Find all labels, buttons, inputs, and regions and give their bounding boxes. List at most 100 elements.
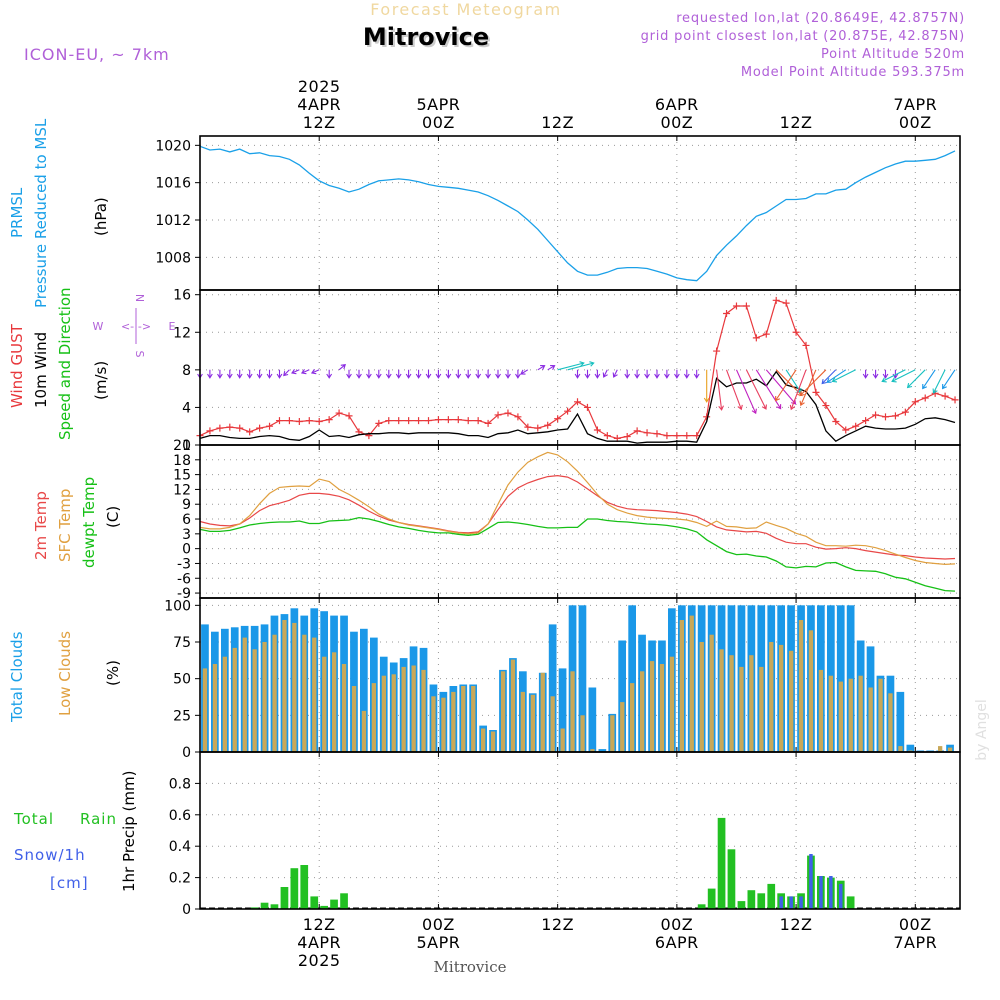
y-tick-label: 100: [164, 598, 191, 614]
gust-marker: [891, 412, 899, 420]
low-cloud-bar: [769, 642, 774, 752]
y-tick-label: 12: [173, 482, 191, 498]
low-cloud-bar: [471, 686, 476, 752]
precip-unit: 1hr Precip (mm): [120, 771, 138, 892]
y-tick-label: 0.6: [169, 808, 191, 824]
y-tick-label: 18: [173, 453, 191, 469]
total-cloud-bar: [836, 605, 845, 752]
pressure-panel: 1008 1012 1016 1020: [155, 135, 961, 291]
y-tick-label: 1016: [155, 176, 191, 192]
wind-direction-arrow: [775, 369, 797, 402]
gust-marker: [454, 416, 462, 424]
y-tick-label: 0.4: [169, 839, 191, 855]
wind-direction-arrow: [435, 369, 442, 379]
rain-bar: [757, 893, 766, 909]
wind-direction-arrow: [703, 369, 710, 403]
gust-marker: [415, 417, 423, 425]
gust-line: [199, 299, 956, 440]
low-cloud-bar: [500, 671, 506, 752]
wind-direction-arrow: [654, 369, 660, 379]
low-cloud-bar: [798, 620, 804, 752]
bottom-time-label: 12Z: [303, 915, 336, 934]
low-cloud-bar: [272, 634, 277, 752]
y-tick-label: 1020: [155, 138, 191, 154]
panel-frame: [199, 751, 961, 910]
total-cloud-bar: [846, 605, 855, 752]
y-tick-label: 6: [182, 512, 191, 528]
gust-marker: [742, 302, 750, 310]
bottom-time-label: 6APR: [655, 933, 699, 952]
low-cloud-bar: [699, 642, 704, 752]
panel-frame: [199, 444, 961, 599]
compass-north: N: [133, 294, 146, 302]
precip-panel: 0 0.2 0.4 0.6 0.8: [169, 751, 961, 918]
panel-frame: [199, 135, 961, 291]
low-cloud-bar: [779, 644, 784, 752]
low-cloud-bar: [888, 693, 893, 752]
rain-bar: [290, 868, 299, 909]
total-cloud-bar: [598, 749, 607, 752]
y-tick-label: 12: [173, 325, 191, 341]
gust-marker: [256, 424, 264, 432]
gust-marker: [951, 396, 959, 404]
gust-marker: [246, 428, 254, 436]
low-cloud-bar: [371, 683, 376, 752]
gust-marker: [921, 394, 929, 402]
gust-marker: [832, 418, 840, 426]
wind-direction-arrow: [634, 369, 640, 379]
rain-bar: [727, 849, 736, 909]
snow-bar: [779, 896, 783, 909]
rain-bar: [330, 899, 338, 909]
low-cloud-bar: [232, 647, 237, 752]
low-cloud-bar: [570, 671, 575, 752]
total-cloud-bar: [618, 640, 626, 752]
wind-direction-arrow: [745, 369, 767, 410]
wind-direction-arrow: [310, 368, 320, 375]
gust-marker: [872, 411, 880, 419]
wind-direction-arrow: [922, 369, 936, 390]
gust-marker: [544, 421, 552, 429]
gust-marker: [713, 347, 721, 355]
y-tick-label: 3: [182, 527, 191, 543]
wind-direction-arrow: [236, 369, 243, 379]
gust-marker: [603, 432, 611, 440]
wind-direction-arrow: [515, 369, 521, 379]
gust-marker: [266, 422, 274, 430]
top-time-label: 12Z: [541, 113, 574, 132]
low-cloud-bar: [739, 666, 744, 752]
y-tick-label: 16: [173, 288, 191, 304]
low-cloud-bar: [441, 697, 446, 752]
low-cloud-bar: [212, 664, 218, 752]
wind-direction-arrow: [291, 368, 300, 375]
gust-marker: [931, 389, 939, 397]
wind-direction-arrow: [226, 369, 233, 379]
gust-marker: [623, 433, 631, 441]
low-cloud-bar: [341, 664, 347, 752]
pressure-unit: (hPa): [92, 197, 110, 236]
gust-marker: [911, 398, 919, 406]
rain-bar: [300, 865, 309, 909]
y-tick-label: 15: [173, 468, 191, 484]
gust-marker: [653, 430, 661, 438]
wind-direction-arrow: [283, 369, 290, 377]
wind-direction-arrow: [826, 369, 847, 383]
wind-unit: (m/s): [92, 361, 110, 400]
gust-marker: [315, 418, 323, 426]
total-cloud-bar: [558, 668, 567, 752]
compass-south: S: [133, 351, 146, 358]
rain-bar: [747, 890, 756, 909]
wind-direction-arrow: [755, 369, 782, 410]
wind-direction-arrow: [256, 369, 263, 379]
credit-watermark: by Angel: [974, 699, 990, 760]
gust-marker: [424, 417, 432, 425]
rain-bar: [846, 896, 855, 909]
wind-direction-arrow: [891, 369, 916, 383]
wind-direction-arrow: [485, 369, 491, 379]
total-clouds-label: Total Clouds: [8, 631, 26, 723]
wind-direction-arrow: [725, 369, 743, 411]
low-cloud-bar: [421, 669, 426, 752]
wind-direction-arrow: [693, 369, 700, 379]
wind-panel: 0 4 8 12 16: [173, 288, 961, 454]
